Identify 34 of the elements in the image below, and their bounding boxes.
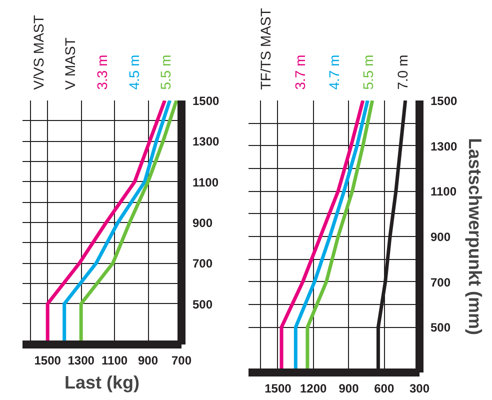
text: V MAST xyxy=(62,37,78,90)
text: TF/TS MAST xyxy=(258,8,274,90)
x-tick-label: 1300 xyxy=(68,354,95,368)
x-tick-label: 1500 xyxy=(264,382,292,396)
text: V/VS MAST xyxy=(30,14,46,90)
x-tick-label: 300 xyxy=(409,382,430,396)
y-tick-label: 900 xyxy=(430,230,451,244)
y-tick-label: 700 xyxy=(430,275,451,290)
x-tick-label: 600 xyxy=(374,382,394,396)
y-tick-label: 1500 xyxy=(192,94,220,108)
text: 3.3 m xyxy=(94,54,110,90)
text: 5.5 m xyxy=(158,54,174,90)
x-tick-label: 1200 xyxy=(300,382,328,396)
text: 5.5 m xyxy=(360,54,376,90)
y-axis-title: Lastschwerpunkt (mm) xyxy=(465,138,486,336)
x-tick-label: 1100 xyxy=(102,354,128,368)
text: 3.7 m xyxy=(292,54,308,90)
text: 4.7 m xyxy=(326,54,342,90)
x-tick-label: 900 xyxy=(138,354,158,368)
x-tick-label: 700 xyxy=(171,354,192,368)
y-tick-label: 1500 xyxy=(430,94,458,108)
x-axis-title: Last (kg) xyxy=(64,372,140,392)
y-tick-label: 1100 xyxy=(430,184,457,199)
y-tick-label: 700 xyxy=(192,256,213,271)
y-tick-label: 1100 xyxy=(192,175,219,190)
text: 7.0 m xyxy=(394,54,410,90)
y-tick-label: 1300 xyxy=(430,139,458,154)
x-tick-label: 1500 xyxy=(34,354,62,368)
y-tick-label: 1300 xyxy=(192,134,220,149)
y-tick-label: 500 xyxy=(430,320,451,335)
x-tick-label: 900 xyxy=(338,382,360,396)
y-tick-label: 500 xyxy=(192,297,213,312)
y-tick-label: 900 xyxy=(192,216,213,230)
text: 4.5 m xyxy=(126,54,142,90)
